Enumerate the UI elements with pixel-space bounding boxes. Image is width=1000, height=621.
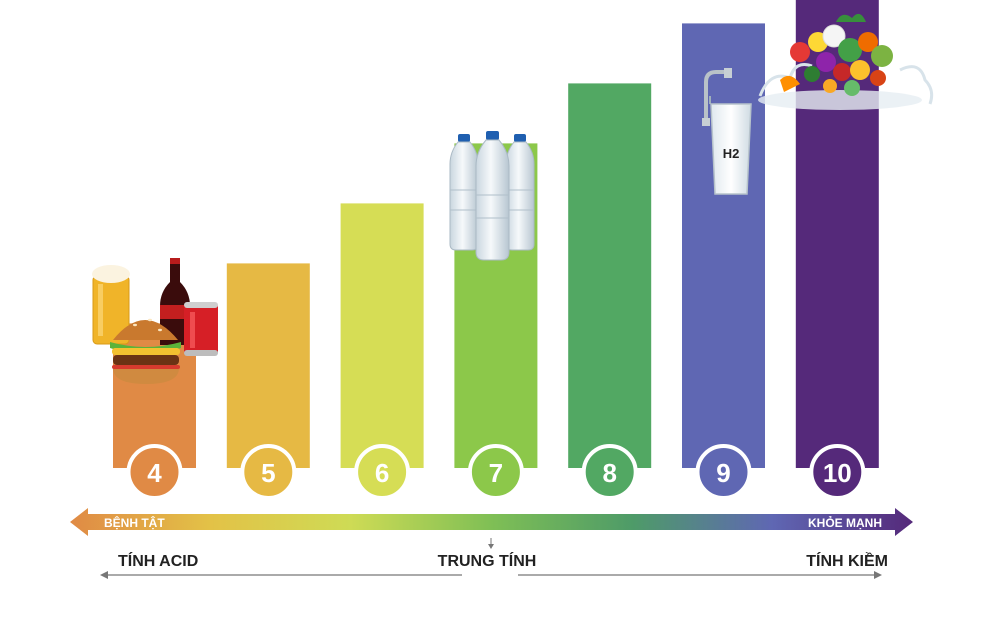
bar-ph-6 — [340, 203, 424, 468]
axis-left-label: BỆNH TẬT — [104, 515, 165, 530]
alkaline-arrow-head — [874, 571, 882, 579]
bar-badge-4 — [126, 444, 183, 500]
neutral-label: TRUNG TÍNH — [438, 551, 537, 570]
acid-label: TÍNH ACID — [118, 551, 198, 570]
vegetables-icon — [758, 13, 934, 110]
ph-scale: TÍNH ACID TRUNG TÍNH TÍNH KIỀM — [100, 538, 888, 579]
h2-label: H2 — [723, 146, 740, 161]
bar-label-8: 8 — [602, 458, 616, 488]
neutral-tick-head — [488, 544, 494, 549]
bar-label-9: 9 — [716, 458, 730, 488]
bar-ph-5 — [226, 263, 310, 468]
bar-ph-8 — [568, 83, 652, 469]
bar-label-7: 7 — [489, 458, 503, 488]
bar-label-5: 5 — [261, 458, 275, 488]
bar-ph-9 — [682, 23, 765, 469]
junk-food-icon — [92, 258, 218, 384]
water-bottles-icon — [449, 131, 535, 261]
bar-label-6: 6 — [375, 458, 389, 488]
alkaline-label: TÍNH KIỀM — [806, 551, 888, 570]
acid-arrow-head — [100, 571, 108, 579]
water-glass-icon: H2 — [702, 68, 752, 195]
gradient-arrow — [70, 508, 913, 536]
bar-badge-8 — [581, 444, 638, 500]
bar-badge-7 — [467, 444, 524, 500]
bar-badge-9 — [695, 444, 752, 500]
axis-right-label: KHỎE MẠNH — [808, 515, 882, 530]
bar-label-4: 4 — [147, 458, 162, 488]
health-gradient-axis: BỆNH TẬT KHỎE MẠNH — [70, 508, 913, 536]
bar-badge-5 — [240, 444, 297, 500]
bar-badge-6 — [354, 444, 411, 500]
bar-labels-group: 4 5 6 7 8 9 10 — [126, 444, 866, 500]
bar-badge-10 — [809, 444, 866, 500]
bar-label-10: 10 — [823, 458, 852, 488]
